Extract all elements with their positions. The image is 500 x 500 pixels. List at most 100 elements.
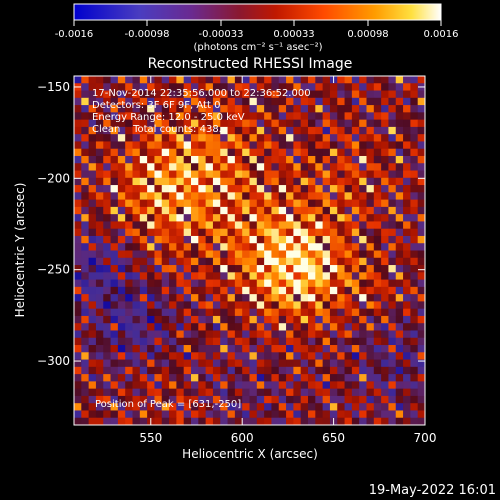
heatmap-cell [198, 417, 207, 425]
heatmap-cell [293, 403, 302, 411]
heatmap-cell [103, 388, 111, 397]
heatmap-cell [344, 395, 353, 404]
heatmap-cell [278, 250, 287, 259]
heatmap-cell [366, 257, 375, 266]
heatmap-cell [176, 272, 185, 280]
heatmap-cell [264, 141, 272, 150]
heatmap-cell [88, 221, 97, 230]
heatmap-cell [417, 381, 425, 390]
heatmap-cell [256, 134, 265, 142]
heatmap-cell [344, 76, 353, 84]
heatmap-cell [351, 403, 360, 411]
heatmap-cell [388, 192, 397, 200]
heatmap-cell [403, 141, 411, 150]
heatmap-cell [242, 366, 250, 375]
heatmap-cell [351, 315, 360, 324]
heatmap-cell [212, 301, 221, 310]
heatmap-cell [132, 221, 141, 230]
heatmap-cell [417, 90, 425, 99]
heatmap-cell [234, 170, 243, 179]
heatmap-cell [139, 381, 148, 390]
heatmap-cell [220, 272, 228, 280]
heatmap-cell [234, 155, 243, 164]
heatmap-cell [139, 388, 148, 397]
heatmap-cell [183, 345, 192, 353]
heatmap-cell [359, 243, 367, 251]
heatmap-cell [417, 410, 425, 419]
heatmap-cell [308, 315, 316, 324]
heatmap-cell [271, 105, 280, 113]
heatmap-cell [359, 257, 367, 266]
heatmap-cell [351, 417, 360, 425]
heatmap-cell [322, 257, 331, 266]
heatmap-cell [359, 381, 367, 390]
heatmap-cell [278, 148, 287, 157]
heatmap-cell [161, 337, 170, 346]
heatmap-cell [125, 243, 133, 251]
heatmap-cell [293, 315, 302, 324]
heatmap-cell [139, 403, 148, 411]
heatmap-cell [395, 301, 404, 310]
heatmap-cell [205, 257, 214, 266]
heatmap-cell [337, 359, 345, 368]
heatmap-cell [125, 374, 133, 382]
heatmap-cell [88, 243, 97, 251]
heatmap-cell [212, 206, 221, 215]
heatmap-image [74, 76, 425, 425]
heatmap-cell [264, 192, 272, 200]
heatmap-cell [286, 177, 294, 186]
heatmap-cell [278, 395, 287, 404]
heatmap-cell [139, 199, 148, 208]
heatmap-cell [95, 366, 104, 375]
heatmap-cell [403, 199, 411, 208]
heatmap-cell [88, 345, 97, 353]
heatmap-cell [88, 395, 97, 404]
heatmap-cell [74, 177, 82, 186]
heatmap-cell [212, 265, 221, 273]
heatmap-cell [147, 308, 155, 317]
heatmap-cell [227, 199, 236, 208]
heatmap-cell [278, 97, 287, 106]
heatmap-cell [271, 308, 280, 317]
heatmap-cell [147, 163, 155, 171]
heatmap-cell [417, 366, 425, 375]
heatmap-cell [286, 294, 294, 302]
heatmap-cell [315, 410, 324, 419]
heatmap-cell [373, 163, 382, 171]
heatmap-cell [234, 141, 243, 150]
heatmap-cell [169, 112, 177, 121]
heatmap-cell [344, 388, 353, 397]
heatmap-cell [271, 366, 280, 375]
heatmap-cell [271, 315, 280, 324]
heatmap-cell [161, 155, 170, 164]
heatmap-cell [417, 76, 425, 84]
heatmap-cell [103, 337, 111, 346]
heatmap-cell [88, 177, 97, 186]
heatmap-cell [95, 214, 104, 222]
heatmap-cell [183, 185, 192, 193]
heatmap-cell [373, 286, 382, 295]
heatmap-cell [249, 395, 258, 404]
heatmap-cell [293, 199, 302, 208]
heatmap-cell [395, 257, 404, 266]
heatmap-cell [286, 141, 294, 150]
heatmap-cell [154, 388, 163, 397]
heatmap-cell [256, 286, 265, 295]
heatmap-cell [410, 243, 419, 251]
heatmap-cell [264, 286, 272, 295]
heatmap-cell [110, 192, 119, 200]
heatmap-cell [344, 199, 353, 208]
heatmap-cell [147, 410, 155, 419]
heatmap-cell [359, 395, 367, 404]
heatmap-cell [242, 257, 250, 266]
heatmap-cell [395, 243, 404, 251]
heatmap-cell [110, 134, 119, 142]
heatmap-cell [132, 76, 141, 84]
heatmap-cell [300, 294, 309, 302]
heatmap-cell [381, 97, 389, 106]
heatmap-cell [191, 134, 199, 142]
heatmap-cell [198, 395, 207, 404]
heatmap-cell [381, 155, 389, 164]
heatmap-cell [147, 359, 155, 368]
heatmap-cell [373, 250, 382, 259]
